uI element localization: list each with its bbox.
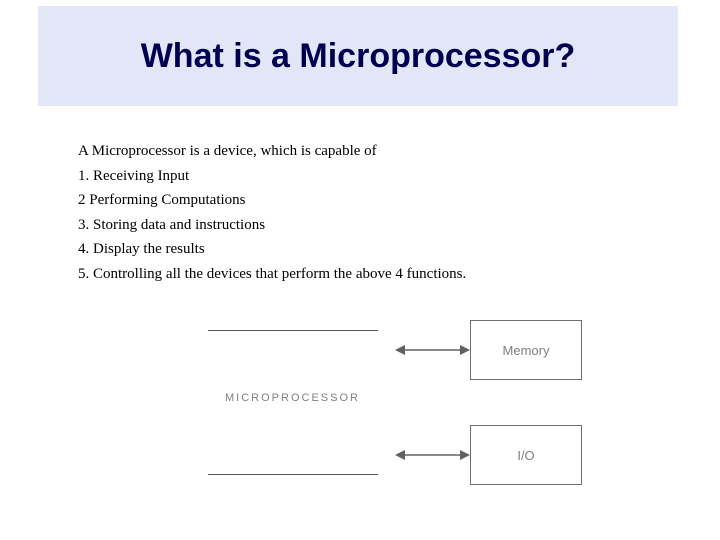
point-2: 2 Performing Computations [78, 189, 638, 212]
title-band: What is a Microprocessor? [38, 6, 678, 106]
point-3: 3. Storing data and instructions [78, 214, 638, 237]
arrow-mp-memory-icon [395, 342, 470, 358]
slide: What is a Microprocessor? A Microprocess… [0, 0, 720, 540]
io-label: I/O [517, 448, 534, 463]
block-diagram: MICROPROCESSOR Memory I/O [190, 320, 590, 490]
point-5: 5. Controlling all the devices that perf… [78, 263, 638, 286]
mp-bottom-border [208, 474, 378, 475]
point-1: 1. Receiving Input [78, 165, 638, 188]
mp-top-border [208, 330, 378, 331]
slide-title: What is a Microprocessor? [141, 37, 576, 76]
point-4: 4. Display the results [78, 238, 638, 261]
microprocessor-label: MICROPROCESSOR [190, 392, 395, 404]
arrow-mp-io-icon [395, 447, 470, 463]
microprocessor-block: MICROPROCESSOR [190, 330, 395, 475]
memory-label: Memory [503, 343, 550, 358]
memory-block: Memory [470, 320, 582, 380]
slide-body: A Microprocessor is a device, which is c… [78, 140, 638, 287]
io-block: I/O [470, 425, 582, 485]
intro-line: A Microprocessor is a device, which is c… [78, 140, 638, 163]
